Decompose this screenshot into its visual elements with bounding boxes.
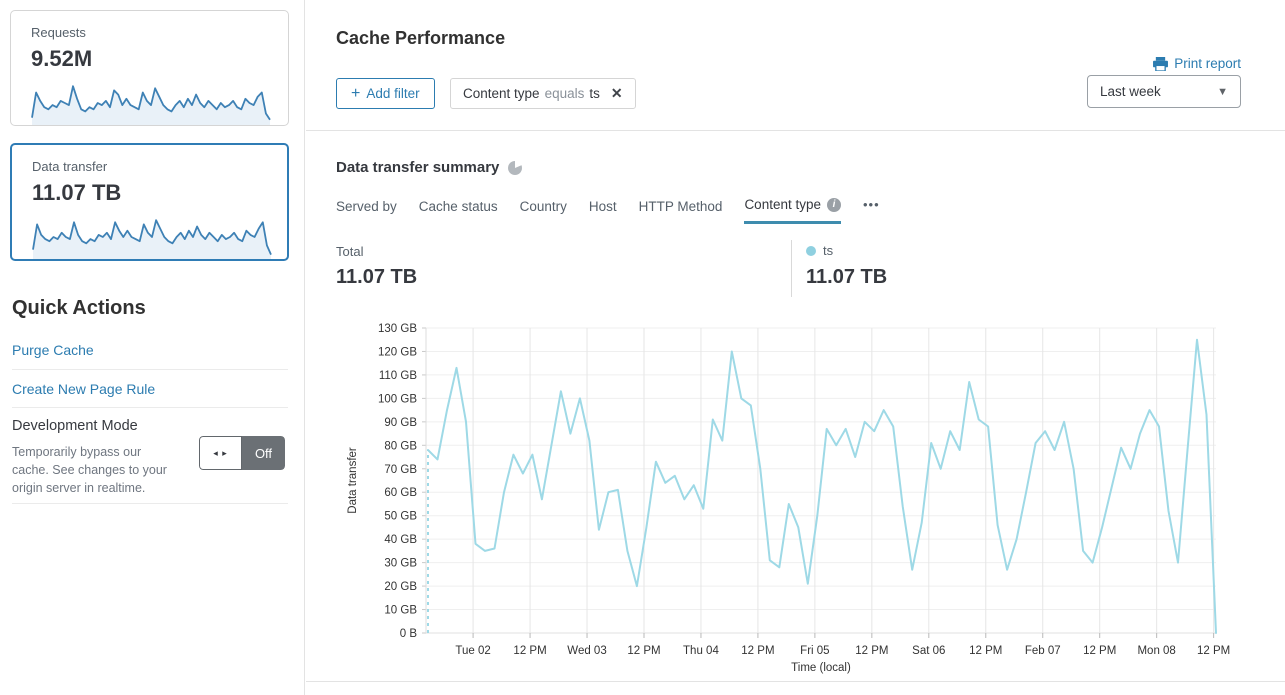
metric-card-data-transfer[interactable]: Data transfer 11.07 TB bbox=[10, 143, 289, 261]
svg-text:Mon 08: Mon 08 bbox=[1137, 645, 1175, 657]
tab-http-method[interactable]: HTTP Method bbox=[638, 198, 723, 214]
sparkline-line bbox=[32, 219, 272, 255]
svg-text:110 GB: 110 GB bbox=[379, 370, 417, 382]
series-line-ts bbox=[427, 338, 1217, 634]
divider bbox=[306, 681, 1285, 682]
divider bbox=[791, 240, 792, 297]
filter-chip: Content type equals ts ✕ bbox=[450, 78, 636, 109]
sparkline-area bbox=[33, 220, 271, 259]
svg-text:Fri 05: Fri 05 bbox=[800, 645, 829, 657]
svg-text:Feb 07: Feb 07 bbox=[1025, 645, 1061, 657]
tab-content-type[interactable]: Content type i bbox=[744, 197, 841, 224]
svg-text:40 GB: 40 GB bbox=[384, 534, 417, 546]
chart-grid bbox=[422, 327, 1216, 638]
total-value: 11.07 TB bbox=[336, 266, 418, 288]
add-filter-button[interactable]: + Add filter bbox=[336, 78, 435, 109]
sidebar: Requests 9.52M Data transfer 11.07 TB Qu… bbox=[0, 0, 305, 695]
legend-name: ts bbox=[823, 243, 834, 258]
total-label: Total bbox=[336, 244, 364, 259]
more-tabs-button[interactable]: ••• bbox=[863, 197, 880, 212]
filter-operator: equals bbox=[544, 86, 585, 101]
svg-text:12 PM: 12 PM bbox=[1197, 645, 1230, 657]
dev-mode-description: Temporarily bypass our cache. See change… bbox=[12, 445, 167, 495]
legend-item-ts[interactable]: ts bbox=[806, 243, 833, 258]
metric-label: Data transfer bbox=[32, 159, 108, 174]
purge-cache-link[interactable]: Purge Cache bbox=[12, 342, 94, 358]
print-report-link[interactable]: Print report bbox=[1153, 56, 1241, 71]
metric-value: 9.52M bbox=[31, 46, 93, 71]
svg-text:10 GB: 10 GB bbox=[384, 605, 417, 617]
print-report-label: Print report bbox=[1174, 56, 1241, 71]
tab-country[interactable]: Country bbox=[519, 198, 567, 214]
data-transfer-sparkline-chart bbox=[32, 219, 272, 259]
svg-text:12 PM: 12 PM bbox=[969, 645, 1002, 657]
filter-field: Content type bbox=[463, 86, 540, 101]
create-page-rule-link[interactable]: Create New Page Rule bbox=[12, 381, 156, 397]
svg-text:20 GB: 20 GB bbox=[384, 581, 417, 593]
metric-card-requests[interactable]: Requests 9.52M bbox=[10, 10, 289, 126]
pie-chart-icon bbox=[508, 159, 523, 175]
toggle-state-label: Off bbox=[242, 436, 285, 470]
legend-value: 11.07 TB bbox=[806, 266, 888, 288]
requests-sparkline-chart bbox=[31, 85, 271, 125]
svg-text:130 GB: 130 GB bbox=[378, 323, 417, 335]
svg-text:Sat 06: Sat 06 bbox=[912, 645, 945, 657]
svg-text:Thu 04: Thu 04 bbox=[683, 645, 719, 657]
date-range-value: Last week bbox=[1100, 84, 1161, 99]
filter-value: ts bbox=[589, 86, 600, 101]
summary-tabs: Served by Cache status Country Host HTTP… bbox=[336, 197, 880, 224]
legend-dot-icon bbox=[806, 245, 816, 256]
printer-icon bbox=[1153, 56, 1169, 71]
svg-text:50 GB: 50 GB bbox=[384, 511, 417, 523]
chevron-down-icon: ▼ bbox=[1217, 85, 1228, 98]
svg-text:80 GB: 80 GB bbox=[384, 440, 417, 452]
svg-text:12 PM: 12 PM bbox=[513, 645, 546, 657]
tab-host[interactable]: Host bbox=[588, 198, 617, 214]
divider bbox=[12, 503, 288, 504]
svg-text:Wed 03: Wed 03 bbox=[567, 645, 606, 657]
summary-title: Data transfer summary bbox=[336, 159, 500, 176]
divider bbox=[12, 407, 288, 408]
tab-cache-status[interactable]: Cache status bbox=[418, 198, 498, 214]
add-filter-label: Add filter bbox=[366, 86, 420, 101]
svg-text:0 B: 0 B bbox=[400, 628, 418, 640]
metric-label: Requests bbox=[31, 25, 86, 40]
svg-text:60 GB: 60 GB bbox=[384, 487, 417, 499]
y-axis-title: Data transfer bbox=[347, 447, 359, 514]
svg-text:12 PM: 12 PM bbox=[1083, 645, 1116, 657]
svg-text:100 GB: 100 GB bbox=[378, 393, 417, 405]
sparkline-line bbox=[31, 85, 271, 121]
toggle-arrows-icon: ◂ ▸ bbox=[199, 436, 242, 470]
page-title: Cache Performance bbox=[336, 28, 506, 48]
divider bbox=[306, 130, 1285, 131]
date-range-select[interactable]: Last week ▼ bbox=[1087, 75, 1241, 108]
metric-value: 11.07 TB bbox=[32, 180, 122, 205]
dev-mode-title: Development Mode bbox=[12, 418, 138, 434]
tab-served-by[interactable]: Served by bbox=[336, 198, 397, 214]
svg-text:Tue 02: Tue 02 bbox=[455, 645, 490, 657]
plus-icon: + bbox=[351, 84, 361, 102]
dev-mode-toggle[interactable]: ◂ ▸ Off bbox=[199, 436, 285, 470]
svg-text:90 GB: 90 GB bbox=[384, 417, 417, 429]
svg-text:12 PM: 12 PM bbox=[855, 645, 888, 657]
close-icon[interactable]: ✕ bbox=[610, 85, 623, 101]
info-icon[interactable]: i bbox=[827, 197, 841, 212]
svg-text:12 PM: 12 PM bbox=[741, 645, 774, 657]
data-transfer-chart[interactable]: 0 B 10 GB 20 GB 30 GB 40 GB 50 GB 60 GB 70 GB 80… bbox=[340, 318, 1240, 676]
x-axis-title: Time (local) bbox=[791, 662, 851, 674]
main-panel: Cache Performance Print report + Add fil… bbox=[306, 0, 1285, 695]
svg-text:12 PM: 12 PM bbox=[627, 645, 660, 657]
svg-text:70 GB: 70 GB bbox=[384, 464, 417, 476]
svg-text:120 GB: 120 GB bbox=[378, 346, 417, 358]
divider bbox=[12, 369, 288, 370]
quick-actions-title: Quick Actions bbox=[12, 297, 146, 319]
svg-text:30 GB: 30 GB bbox=[384, 558, 417, 570]
